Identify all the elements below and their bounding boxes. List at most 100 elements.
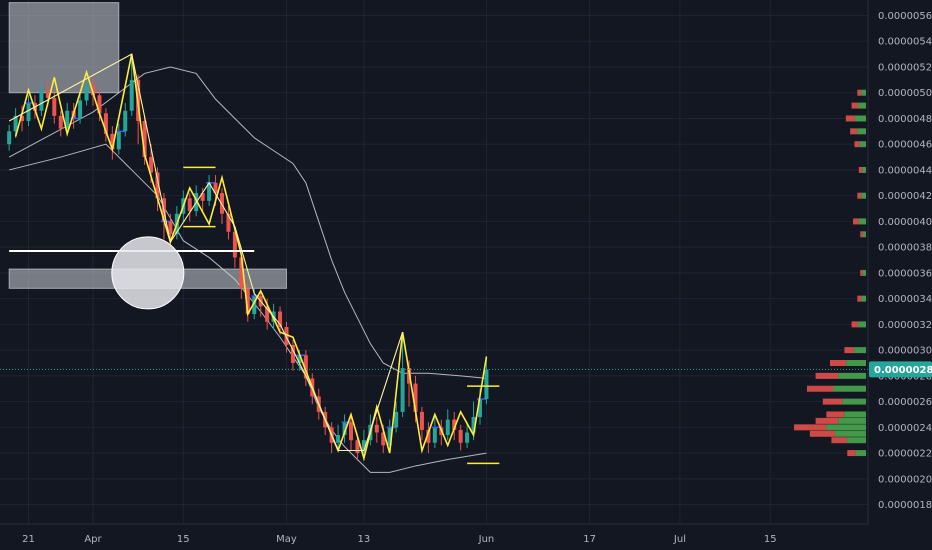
candle-body-16 [110, 133, 115, 150]
candle-body-6 [45, 90, 50, 98]
candle-body-32 [213, 182, 218, 194]
candle-body-1 [13, 115, 18, 132]
candle-body-15 [103, 113, 108, 134]
vp-sell-9 [860, 269, 863, 276]
candle-body-8 [58, 115, 63, 129]
candle-body-60 [394, 411, 399, 428]
candle-body-43 [284, 326, 289, 345]
circle-marker-group [111, 236, 185, 310]
vp-sell-3 [850, 128, 858, 135]
vp-buy-7 [858, 218, 866, 225]
vp-sell-1 [851, 102, 859, 109]
date-tick-3: May [276, 534, 297, 545]
candle-body-7 [52, 97, 57, 116]
date-tick-7: Jul [673, 534, 686, 545]
candle-body-14 [97, 95, 102, 114]
candle-body-53 [349, 422, 353, 441]
current-price-label: 0.00000285 [874, 365, 932, 376]
vp-buy-2 [854, 115, 866, 122]
vp-buy-21 [846, 437, 866, 444]
date-tick-1: Apr [84, 534, 102, 545]
vp-sell-11 [851, 321, 859, 328]
candle-body-70 [458, 429, 463, 443]
pattern-line-0 [14, 53, 488, 462]
vp-sell-2 [845, 115, 855, 122]
vp-buy-9 [862, 269, 866, 276]
vp-buy-20 [835, 430, 866, 437]
candle-body-71 [465, 432, 470, 443]
date-tick-0: 21 [22, 534, 35, 545]
pattern-line-1 [8, 53, 404, 452]
candle-body-35 [232, 231, 237, 258]
candle-body-46 [303, 355, 308, 379]
vp-sell-8 [860, 231, 863, 238]
candle-body-44 [290, 344, 295, 363]
date-tick-8: 15 [764, 534, 777, 545]
candle-body-18 [123, 110, 128, 132]
candle-body-73 [478, 399, 482, 418]
vp-sell-22 [847, 450, 856, 457]
candle-body-74 [484, 369, 489, 400]
vp-buy-3 [857, 128, 866, 135]
candle-body-3 [26, 103, 31, 122]
candle-body-58 [381, 432, 386, 446]
vp-buy-5 [862, 166, 866, 173]
vp-sell-0 [857, 89, 862, 96]
candle-body-64 [419, 411, 424, 430]
candle-body-66 [432, 427, 437, 443]
vp-buy-0 [861, 89, 866, 96]
candle-body-21 [142, 121, 147, 158]
candle-body-36 [239, 257, 244, 289]
candle-body-33 [220, 193, 224, 214]
vp-buy-4 [859, 141, 866, 148]
vp-buy-6 [861, 192, 866, 199]
vp-sell-5 [858, 166, 863, 173]
candle-body-69 [452, 419, 457, 430]
vp-buy-12 [854, 347, 866, 354]
supply-zone-0 [8, 2, 120, 94]
candle-body-52 [342, 422, 347, 436]
vp-sell-19 [794, 424, 827, 431]
candle-body-54 [355, 440, 360, 454]
circle-marker [111, 236, 185, 310]
candle-body-59 [387, 427, 392, 446]
candle-body-19 [129, 79, 134, 111]
candle-body-0 [7, 131, 12, 145]
candle-body-5 [39, 90, 44, 111]
price-axis[interactable] [868, 0, 932, 550]
date-tick-4: 13 [358, 534, 371, 545]
candle-body-37 [245, 288, 250, 315]
vp-sell-4 [854, 141, 860, 148]
vp-buy-19 [826, 424, 866, 431]
candle-body-34 [226, 213, 231, 232]
candle-body-40 [265, 306, 270, 322]
upper-band-line [8, 66, 487, 379]
vp-buy-22 [855, 450, 866, 457]
vp-sell-15 [806, 385, 834, 392]
date-tick-2: 15 [177, 534, 190, 545]
vp-sell-18 [815, 417, 839, 424]
date-tick-6: 17 [583, 534, 596, 545]
vp-sell-6 [857, 192, 862, 199]
time-axis[interactable] [0, 524, 932, 550]
candle-body-65 [426, 429, 431, 443]
vp-sell-10 [857, 295, 862, 302]
candle-body-63 [413, 383, 418, 412]
vp-sell-20 [809, 430, 836, 437]
candle-body-61 [400, 368, 405, 412]
